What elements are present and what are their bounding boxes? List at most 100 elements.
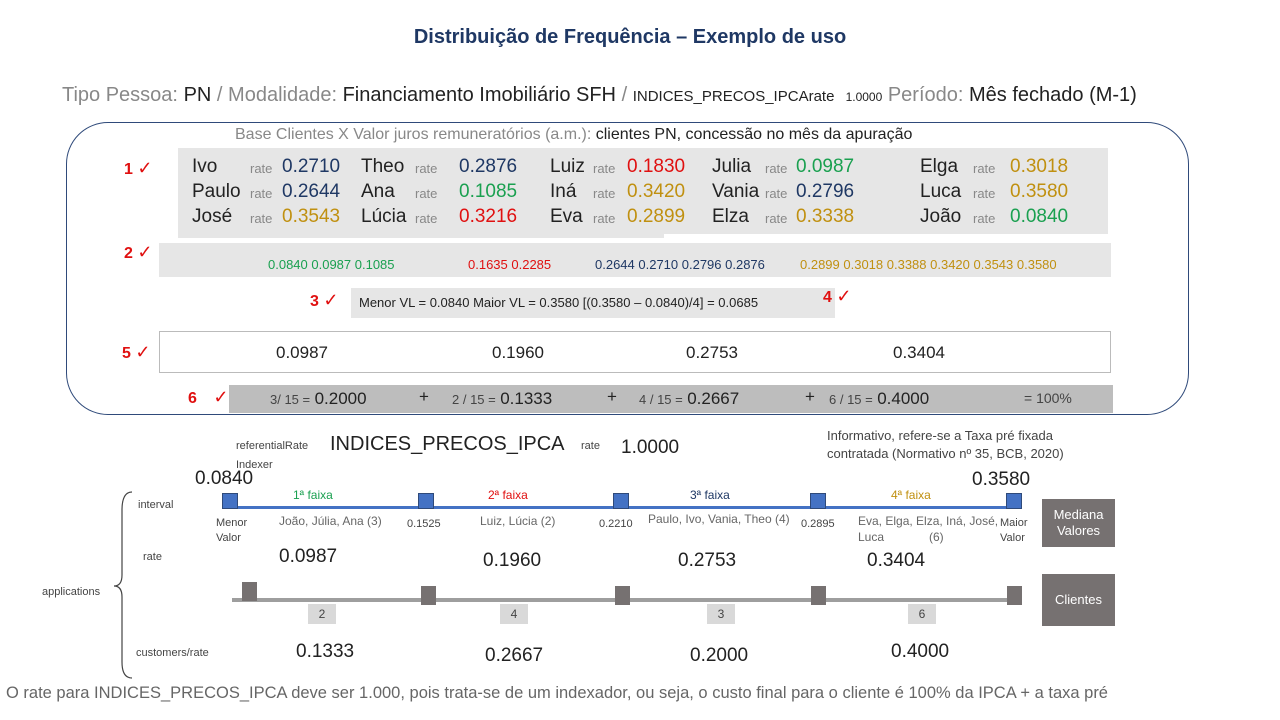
- members-2: Luiz, Lúcia (2): [480, 514, 556, 528]
- proportion-4-formula: 6 / 15 =: [829, 392, 873, 407]
- client-rate-value: 0.3018: [1010, 156, 1069, 177]
- sorted-navy: 0.2644 0.2710 0.2796 0.2876: [595, 257, 765, 272]
- client-rate-label: rate: [415, 186, 438, 201]
- total-percent: = 100%: [1024, 390, 1072, 406]
- ref-indexer: INDICES_PRECOS_IPCA: [330, 433, 565, 455]
- client-rate-value: 0.0840: [1010, 206, 1069, 227]
- client-name: Elga: [920, 156, 959, 177]
- plus-3: +: [805, 387, 815, 406]
- sorted-values: 0.0840 0.0987 0.1085: [268, 256, 395, 274]
- proportion-4: 6 / 15 = 0.4000: [829, 389, 929, 409]
- check-icon: ✓: [213, 387, 229, 407]
- client-rate-label: rate: [765, 161, 788, 176]
- custrate-1: 0.1333: [296, 641, 355, 662]
- medians-box: [159, 331, 1111, 373]
- proportion-2: 2 / 15 = 0.1333: [452, 389, 552, 409]
- client-name: Theo: [361, 156, 405, 177]
- sorted-gold-wrap: 0.2899 0.3018 0.3388 0.3420 0.3543 0.358…: [800, 256, 1057, 274]
- periodo-value: Mês fechado (M-1): [969, 84, 1137, 106]
- custrate-2: 0.2667: [485, 645, 544, 666]
- faixa-1: 1ª faixa: [293, 488, 333, 502]
- node-b2[interactable]: [613, 493, 629, 509]
- boundary-2: 0.2210: [599, 518, 633, 530]
- client-name: João: [920, 206, 962, 227]
- client-name: Luca: [920, 181, 962, 202]
- members-3: Paulo, Ivo, Vania, Theo (4): [648, 512, 790, 526]
- ref-rate: 1.0000: [621, 437, 680, 458]
- client-name: Ana: [361, 181, 395, 202]
- client-rate-label: rate: [973, 161, 996, 176]
- node-b3[interactable]: [810, 493, 826, 509]
- menor-label-2: Valor: [216, 532, 241, 544]
- clients-node-2: [615, 586, 630, 605]
- client-rate-value: 0.3338: [796, 206, 855, 227]
- client-rate-value: 0.2796: [796, 181, 855, 202]
- base-label: Base Clientes X Valor juros remuneratóri…: [235, 126, 592, 143]
- sorted-navy-wrap: 0.2644 0.2710 0.2796 0.2876: [595, 256, 765, 274]
- count-1: 2: [308, 604, 336, 624]
- clients-node-1: [421, 586, 436, 605]
- client-rate-label: rate: [973, 186, 996, 201]
- node-min[interactable]: [222, 493, 238, 509]
- custrate-4: 0.4000: [891, 641, 950, 662]
- client-rate-value: 0.0987: [796, 156, 855, 177]
- client-rate-label: rate: [593, 186, 616, 201]
- sorted-values-bar: [159, 243, 1111, 277]
- client-name: Elza: [712, 206, 749, 227]
- sorted-red-wrap: 0.1635 0.2285: [468, 256, 551, 274]
- client-name: José: [192, 206, 233, 227]
- step-3-marker: 3 ✓: [310, 290, 338, 311]
- applications-label: applications: [42, 586, 101, 598]
- rate-4: 0.3404: [867, 550, 926, 571]
- info-line-2: contratada (Normativo nº 35, BCB, 2020): [827, 446, 1064, 461]
- applications-brace: [113, 491, 133, 679]
- menor-label-1: Menor: [216, 517, 248, 529]
- proportion-4-value: 0.4000: [877, 389, 930, 408]
- check-icon: ✓: [836, 286, 852, 306]
- step-number: 2: [124, 245, 133, 262]
- maior-label-2: Valor: [1000, 532, 1025, 544]
- base-value: clientes PN, concessão no mês da apuraçã…: [595, 126, 913, 143]
- check-icon: ✓: [135, 342, 151, 362]
- client-rate-value: 0.2710: [282, 156, 341, 177]
- indexer-label: Indexer: [236, 459, 273, 471]
- mediana-label-1: Mediana: [1053, 507, 1104, 522]
- custrate-3: 0.2000: [690, 645, 749, 666]
- tipo-value: PN: [183, 84, 212, 106]
- client-rate-label: rate: [250, 161, 273, 176]
- interval-label: interval: [138, 499, 174, 511]
- node-b1[interactable]: [418, 493, 434, 509]
- sorted-red: 0.1635 0.2285: [468, 257, 552, 272]
- sorted-gold: 0.2899 0.3018 0.3388 0.3420 0.3543 0.358…: [800, 257, 1057, 272]
- count-4: 6: [908, 604, 936, 624]
- rate-value: 1.0000: [845, 90, 883, 104]
- client-name: Paulo: [192, 181, 241, 202]
- members-4b: Luca: [858, 530, 885, 544]
- page-title: Distribuição de Frequência – Exemplo de …: [413, 26, 847, 48]
- referential-label: referentialRate: [236, 440, 309, 452]
- clients-node-4: [1007, 586, 1022, 605]
- proportion-1-value: 0.2000: [314, 389, 367, 408]
- members-4a: Eva, Elga, Elza, Iná, José,: [858, 514, 999, 528]
- proportion-1-formula: 3/ 15 =: [270, 392, 311, 407]
- client-name: Iná: [550, 181, 577, 202]
- proportion-1: 3/ 15 = 0.2000: [270, 389, 367, 409]
- check-icon: ✓: [323, 290, 339, 310]
- proportion-2-formula: 2 / 15 =: [452, 392, 496, 407]
- ref-rate-label: rate: [581, 440, 600, 452]
- plus-2: +: [607, 387, 617, 406]
- rate-1: 0.0987: [279, 546, 338, 567]
- client-rate-label: rate: [593, 161, 616, 176]
- client-rate-value: 0.3580: [1010, 181, 1069, 202]
- step-5-marker: 5 ✓: [122, 342, 150, 363]
- check-icon: ✓: [137, 242, 153, 262]
- customers-rate-label: customers/rate: [136, 647, 209, 659]
- check-icon: ✓: [137, 158, 153, 178]
- client-rate-label: rate: [250, 186, 273, 201]
- median-3: 0.2753: [686, 343, 738, 362]
- step-6-marker: 6 ✓: [188, 387, 228, 408]
- members-4c: (6): [929, 530, 944, 544]
- modalidade-label: / Modalidade:: [216, 84, 337, 106]
- node-max[interactable]: [1006, 493, 1022, 509]
- client-rate-value: 0.2899: [627, 206, 686, 227]
